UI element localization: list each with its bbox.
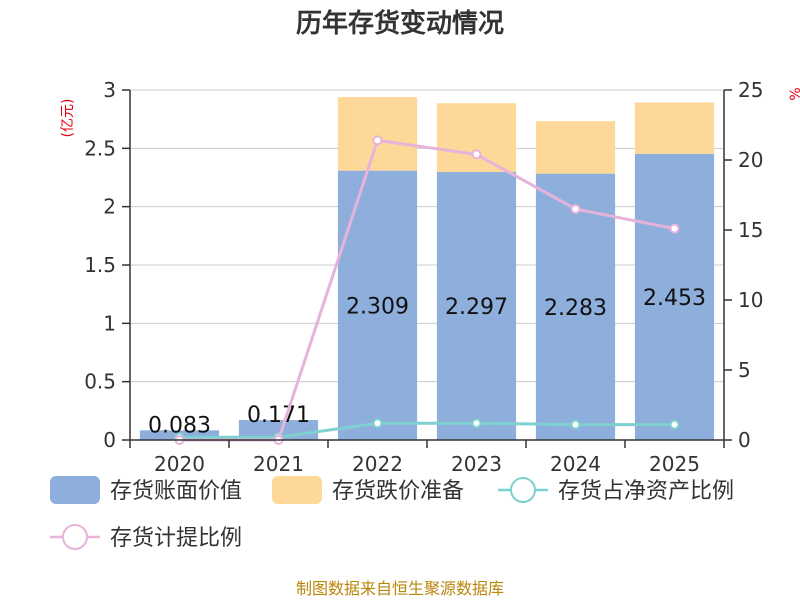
x-tick-label: 2023 [451, 452, 502, 476]
legend-swatch [50, 476, 100, 504]
legend-swatch-marker [510, 477, 536, 503]
bar [436, 172, 517, 440]
line-point [570, 204, 581, 214]
left-axis-unit: (亿元) [60, 99, 76, 138]
line-point [372, 418, 383, 429]
bar-series [139, 97, 715, 441]
left-tick-label: 0 [103, 428, 116, 452]
legend-swatch [272, 476, 322, 504]
bar-data-label: 0.171 [247, 403, 310, 428]
left-tick-label: 2 [103, 195, 116, 219]
bar [337, 97, 418, 171]
x-tick-label: 2022 [352, 452, 403, 476]
bar [634, 102, 715, 154]
bar-data-label: 2.453 [643, 286, 706, 311]
legend-label: 存货计提比例 [110, 526, 242, 551]
right-axis-ticks: 0 5 10 15 20 25 [724, 78, 763, 452]
right-tick-label: 10 [738, 288, 763, 312]
right-tick-label: 20 [738, 148, 763, 172]
bar-data-label: 2.297 [445, 295, 508, 320]
series-line [179, 421, 675, 439]
line-point [669, 223, 680, 234]
left-axis-ticks: 0 0.5 1 1.5 2 2.5 3 [84, 78, 130, 452]
data-source: 制图数据来自恒生聚源数据库 [296, 579, 504, 598]
legend-label: 存货账面价值 [110, 479, 242, 504]
legend-label: 存货跌价准备 [332, 479, 464, 504]
line-point [471, 418, 482, 429]
line-point [471, 149, 482, 160]
x-tick-label: 2020 [154, 452, 205, 476]
bar [535, 173, 616, 440]
right-axis-unit: % [788, 87, 800, 100]
line-point [372, 135, 383, 146]
line-point [570, 419, 581, 430]
right-tick-label: 0 [738, 428, 751, 452]
left-tick-label: 3 [103, 78, 116, 102]
right-tick-label: 25 [738, 78, 763, 102]
bar [634, 153, 715, 441]
line-point [669, 419, 680, 430]
left-tick-label: 2.5 [84, 136, 116, 160]
legend-swatch-marker [62, 524, 88, 550]
x-tick-label: 2024 [550, 452, 601, 476]
legend-label: 存货占净资产比例 [558, 479, 734, 504]
bar [436, 103, 517, 173]
right-tick-label: 15 [738, 218, 763, 242]
bar [535, 121, 616, 174]
right-tick-label: 5 [738, 358, 751, 382]
x-axis-ticks: 2020 2021 2022 2023 2024 2025 [129, 440, 725, 476]
left-tick-label: 0.5 [84, 370, 116, 394]
x-tick-label: 2025 [649, 452, 700, 476]
left-tick-label: 1.5 [84, 253, 116, 277]
x-tick-label: 2021 [253, 452, 304, 476]
bar-data-label: 2.283 [544, 296, 607, 321]
bar-data-label: 2.309 [346, 294, 409, 319]
left-tick-label: 1 [103, 311, 116, 335]
chart-title: 历年存货变动情况 [296, 8, 504, 39]
